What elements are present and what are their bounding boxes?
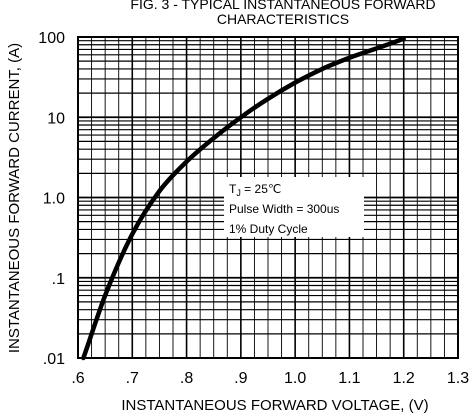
x-tick-label: .6 [71,370,84,387]
annotation-duty-cycle: 1% Duty Cycle [229,222,308,236]
x-tick-label: 1.1 [338,370,360,387]
x-tick-label: 1.2 [393,370,415,387]
x-tick-label: .7 [126,370,139,387]
x-axis-label: INSTANTANEOUS FORWARD VOLTAGE, (V) [121,397,428,414]
y-tick-label: .01 [43,351,65,368]
annotation-tj-rest: = 25℃ [241,182,282,196]
annotation-junction-temp: TJ = 25℃ [229,182,281,198]
annotation-background [224,177,364,237]
annotation-pulse-width: Pulse Width = 300us [229,202,339,216]
y-tick-label: 1.0 [43,191,65,208]
y-tick-label: .1 [52,271,65,288]
x-tick-labels: .6 .7 .8 .9 1.0 1.1 1.2 1.3 [71,370,469,387]
y-tick-label: 10 [47,110,65,127]
x-tick-label: .9 [234,370,247,387]
x-tick-label: 1.3 [447,370,469,387]
y-tick-label: 100 [38,30,65,47]
annotation-tj-main: T [229,182,237,196]
series-line [81,36,406,361]
y-tick-labels: .01 .1 1.0 10 100 [38,30,65,368]
chart-title-line1: FIG. 3 - TYPICAL INSTANTANEOUS FORWARD [130,0,435,12]
conditions-annotation: TJ = 25℃ Pulse Width = 300us 1% Duty Cyc… [224,177,364,237]
plot-frame [77,36,459,359]
x-tick-label: 1.0 [284,370,306,387]
y-axis-label: INSTANTANEOUS FORWARD CURRENT, (A) [6,43,23,353]
annotation-tj-sub: J [236,188,241,198]
x-tick-label: .8 [180,370,193,387]
chart-title-line2: CHARACTERISTICS [217,11,349,27]
